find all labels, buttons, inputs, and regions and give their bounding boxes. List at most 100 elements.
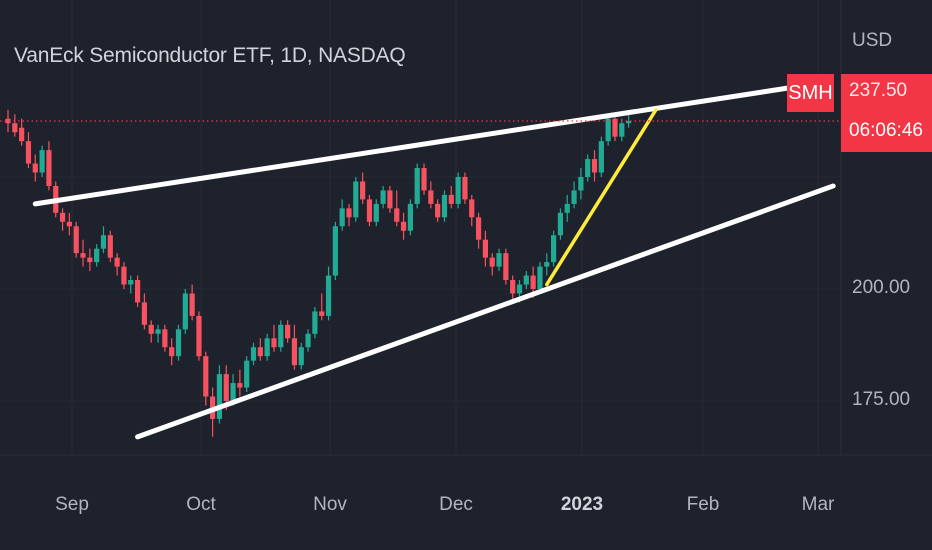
candle bbox=[448, 185, 454, 209]
candle-body bbox=[250, 347, 257, 361]
candle-body bbox=[182, 293, 188, 330]
candle-body bbox=[128, 280, 134, 285]
candle bbox=[557, 208, 564, 240]
x-tick-label: Oct bbox=[186, 494, 216, 515]
candle-body bbox=[46, 150, 52, 186]
candle-body bbox=[605, 118, 611, 142]
candle bbox=[387, 185, 393, 213]
candle-body bbox=[203, 356, 209, 397]
candle bbox=[59, 208, 66, 231]
y-tick-label: 175.00 bbox=[852, 389, 911, 410]
candle-body bbox=[59, 212, 66, 222]
white-trendline-1[interactable] bbox=[135, 183, 836, 440]
candle bbox=[100, 226, 107, 254]
candle-body bbox=[537, 266, 543, 289]
candle-body bbox=[421, 168, 427, 191]
candle-body bbox=[503, 253, 509, 281]
symbol-badge[interactable]: SMH bbox=[787, 74, 834, 112]
candle-body bbox=[578, 177, 584, 191]
candle bbox=[5, 109, 11, 133]
candle bbox=[155, 324, 161, 343]
candle bbox=[114, 253, 120, 276]
candle-body bbox=[230, 383, 236, 401]
candle-body bbox=[244, 360, 250, 388]
candle-body bbox=[39, 150, 45, 173]
candle bbox=[237, 369, 243, 397]
candle-body bbox=[455, 177, 461, 204]
candle bbox=[325, 266, 332, 321]
candle bbox=[346, 203, 352, 227]
candle-body bbox=[510, 280, 516, 294]
candle-body bbox=[319, 311, 325, 316]
candle-body bbox=[564, 203, 570, 213]
yellow-trendline[interactable] bbox=[545, 108, 658, 287]
candle-body bbox=[360, 181, 366, 200]
white-trendline-0[interactable] bbox=[32, 84, 795, 207]
candle-body bbox=[100, 235, 107, 249]
candle bbox=[523, 271, 529, 289]
candle-body bbox=[216, 374, 223, 419]
candle-body bbox=[298, 347, 304, 366]
candle bbox=[141, 293, 147, 330]
candle-body bbox=[598, 141, 604, 173]
candle-body bbox=[73, 226, 79, 254]
candle-body bbox=[428, 190, 434, 204]
candle bbox=[94, 244, 100, 267]
candle bbox=[87, 248, 93, 272]
candle bbox=[175, 324, 182, 361]
candle-body bbox=[94, 248, 100, 263]
candle-body bbox=[530, 275, 536, 289]
candle bbox=[380, 185, 386, 209]
candle-body bbox=[189, 293, 195, 316]
candle bbox=[482, 230, 488, 267]
candle bbox=[462, 172, 468, 204]
candle-body bbox=[325, 275, 332, 316]
candle bbox=[503, 248, 509, 285]
candle-body bbox=[332, 226, 338, 276]
candle-body bbox=[544, 262, 550, 267]
candle-body bbox=[223, 374, 229, 401]
candle bbox=[435, 199, 441, 222]
candle bbox=[298, 342, 304, 370]
candle-body bbox=[346, 208, 352, 218]
chart-title: VanEck Semiconductor ETF, 1D, NASDAQ bbox=[14, 44, 406, 67]
candle bbox=[510, 275, 516, 303]
candle bbox=[496, 248, 502, 272]
candle bbox=[400, 212, 407, 240]
candle bbox=[407, 199, 413, 236]
last-price-value: 237.50 bbox=[849, 80, 908, 101]
candle-body bbox=[394, 208, 400, 222]
candle-body bbox=[107, 235, 113, 258]
candle bbox=[216, 365, 223, 424]
bar-countdown: 06:06:46 bbox=[849, 120, 923, 141]
candle bbox=[46, 141, 52, 191]
candle-body bbox=[516, 284, 523, 294]
candle-body bbox=[32, 163, 38, 173]
candle-body bbox=[121, 266, 127, 285]
candle bbox=[332, 221, 338, 281]
candle-body bbox=[489, 257, 495, 267]
trendlines[interactable] bbox=[32, 84, 836, 440]
candle bbox=[598, 136, 604, 177]
candle bbox=[271, 324, 277, 352]
currency-label: USD bbox=[852, 30, 893, 51]
candle bbox=[441, 190, 448, 222]
candle bbox=[305, 329, 311, 352]
candle bbox=[12, 114, 18, 137]
candle-body bbox=[414, 168, 420, 204]
candle-body bbox=[619, 123, 625, 137]
candle-body bbox=[134, 280, 141, 303]
candle bbox=[612, 114, 618, 142]
candle-body bbox=[66, 221, 72, 227]
candle-body bbox=[25, 141, 32, 164]
candle bbox=[571, 181, 577, 209]
candle bbox=[551, 230, 557, 267]
candle bbox=[257, 338, 263, 361]
candle-body bbox=[407, 203, 413, 231]
candle-body bbox=[557, 212, 564, 236]
candle bbox=[475, 212, 482, 249]
x-tick-label: 2023 bbox=[560, 494, 604, 515]
candle bbox=[285, 320, 291, 343]
candle-body bbox=[291, 338, 298, 366]
